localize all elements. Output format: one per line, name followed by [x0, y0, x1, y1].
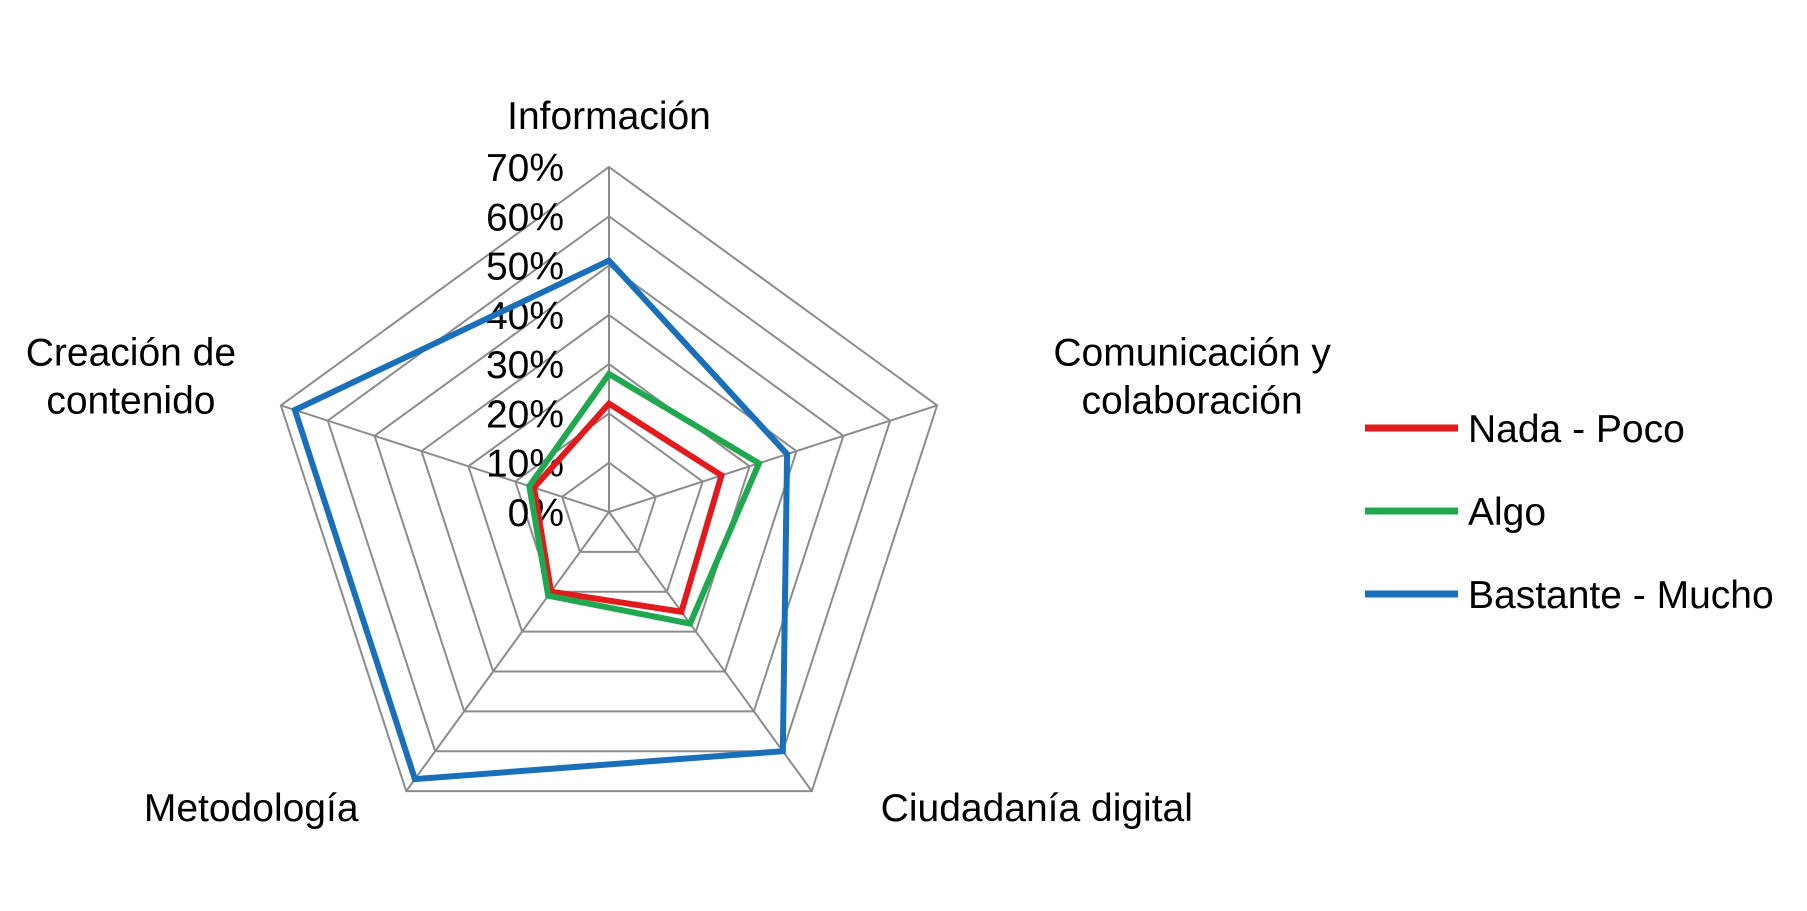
series-line-nada-poco: [530, 399, 726, 616]
legend-label-algo: Algo: [1468, 491, 1546, 534]
category-labels: Información Comunicación y colaboración Ciu…: [26, 95, 1332, 830]
grid-spoke: [280, 404, 610, 513]
grid-ring-60: [326, 215, 892, 753]
category-label: Comunicación y colaboración: [1053, 331, 1331, 422]
grid-ring-20: [514, 412, 704, 593]
grid-ring-10: [560, 461, 658, 553]
series-lines: [291, 256, 791, 783]
category-label: Creación de contenido: [26, 331, 236, 422]
grid-spoke: [608, 404, 938, 513]
radar-grid: [279, 165, 939, 793]
tick-label: 30%: [486, 344, 564, 387]
grid-spoke: [608, 511, 813, 792]
value-axis: 0%10%20%30%40%50%60%70%: [486, 147, 564, 535]
tick-label: 20%: [486, 393, 564, 436]
legend: Nada - Poco Algo Bastante - Mucho: [1365, 408, 1774, 617]
grid-ring-70: [279, 165, 939, 793]
legend-label-bastante-mucho: Bastante - Mucho: [1468, 574, 1774, 617]
category-label: Metodología: [144, 787, 359, 830]
grid-ring-50: [373, 264, 845, 713]
grid-spoke: [405, 511, 610, 792]
category-label: Ciudadanía digital: [881, 787, 1193, 830]
tick-label: 70%: [486, 147, 564, 190]
category-label: Información: [507, 95, 711, 138]
grid-ring-30: [467, 362, 751, 633]
series-line-algo: [526, 370, 763, 628]
tick-label: 50%: [486, 246, 564, 289]
legend-label-nada-poco: Nada - Poco: [1468, 408, 1685, 451]
series-line-bastante-mucho: [291, 256, 791, 783]
tick-label: 60%: [486, 196, 564, 239]
